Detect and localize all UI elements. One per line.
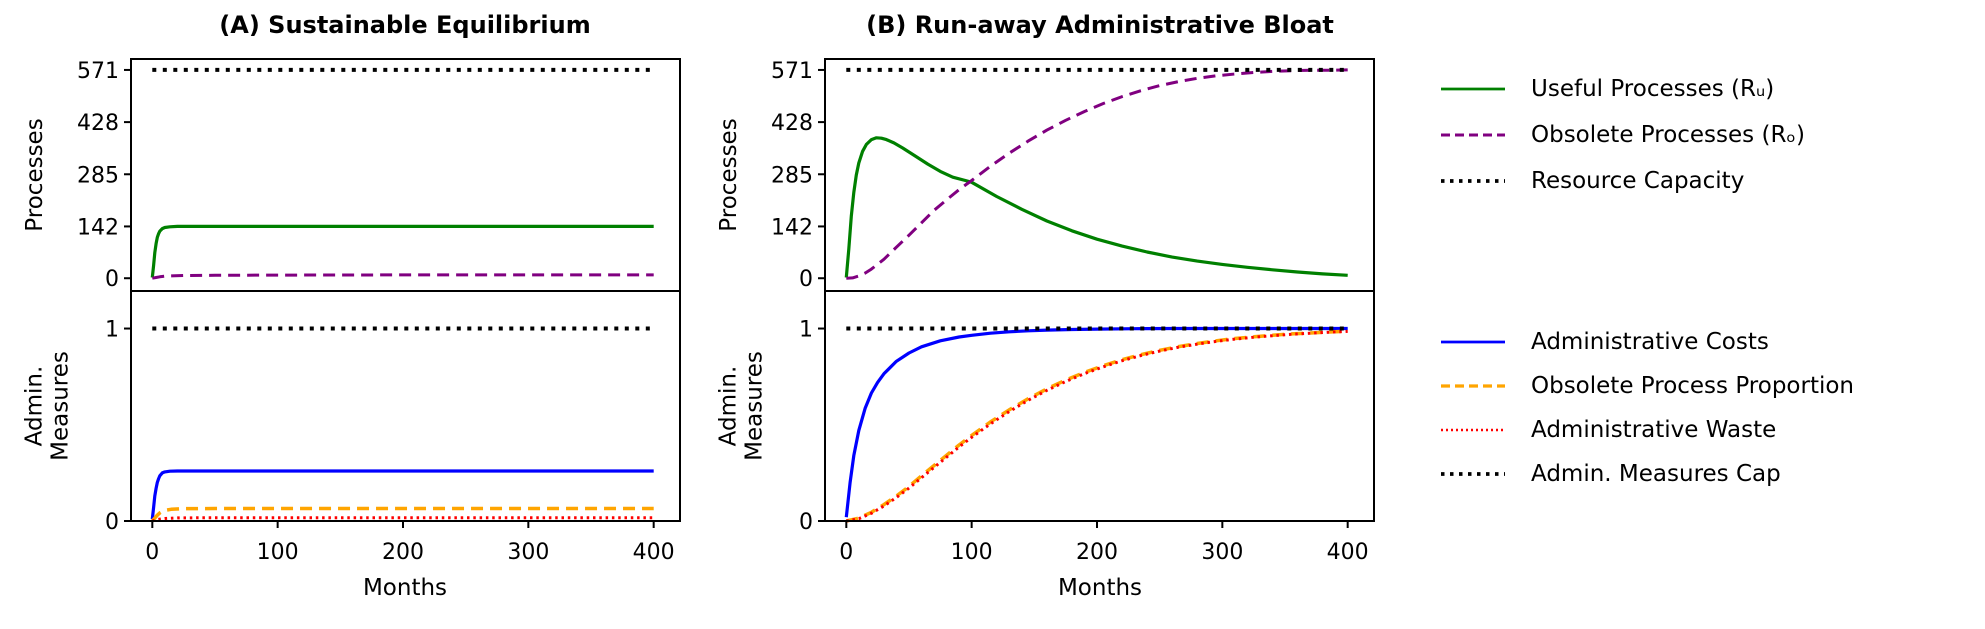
legend-label: Obsolete Processes (Rₒ) — [1531, 121, 1805, 148]
y-tick-label: 571 — [77, 59, 119, 84]
series-line-panel-a-top — [152, 273, 654, 280]
y-tick-label: 571 — [771, 59, 813, 84]
y-tick-label: 0 — [799, 510, 813, 535]
series-line-panel-a-bottom — [150, 469, 654, 520]
x-tick-label: 0 — [839, 540, 853, 565]
resource-capacity-line-swatch — [1441, 179, 1505, 183]
legend-label: Obsolete Process Proportion — [1531, 372, 1855, 399]
y-tick-label: 1 — [799, 318, 813, 343]
y-tick-label: 0 — [105, 510, 119, 535]
legend-label: Useful Processes (Rᵤ) — [1531, 75, 1775, 102]
legend-label: Resource Capacity — [1531, 167, 1745, 194]
legend-label: Administrative Costs — [1531, 328, 1769, 355]
legend-item-obsolete-proportion: Obsolete Process Proportion — [1440, 364, 1854, 408]
series-line-panel-a-bottom — [150, 506, 654, 523]
panel-b-title: (B) Run-away Administrative Bloat — [866, 11, 1334, 39]
axes-box-panel-a-top — [130, 58, 681, 292]
x-tick-label: 400 — [633, 540, 675, 565]
series-line-panel-b-bottom — [844, 326, 1348, 518]
x-tick-label: 100 — [951, 540, 993, 565]
ylabel-admin-line1-b: Admin. — [715, 365, 742, 447]
x-tick-label: 0 — [145, 540, 159, 565]
legend-item-obsolete-processes: Obsolete Processes (Rₒ) — [1440, 112, 1805, 158]
ylabel-processes-b: Processes — [716, 118, 743, 232]
obsolete-proportion-line-swatch — [1441, 384, 1505, 388]
y-tick-label: 142 — [77, 215, 119, 240]
x-tick-label: 300 — [1201, 540, 1243, 565]
panel-b-xlabel: Months — [1057, 575, 1143, 601]
x-tick-label: 200 — [1076, 540, 1118, 565]
x-tick-label: 200 — [382, 540, 424, 565]
ylabel-processes-a: Processes — [22, 118, 49, 232]
series-line-panel-b-bottom — [846, 329, 1348, 523]
series-line-panel-b-top — [844, 136, 1348, 278]
series-line-panel-b-top — [846, 68, 1348, 280]
legend-item-admin-waste: Administrative Waste — [1440, 408, 1854, 452]
ylabel-admin-line2-b: Measures — [741, 351, 767, 461]
legend-admin-measures: Administrative Costs Obsolete Process Pr… — [1440, 320, 1854, 496]
legend-processes: Useful Processes (Rᵤ) Obsolete Processes… — [1440, 66, 1805, 204]
y-tick-label: 0 — [105, 267, 119, 292]
axes-box-panel-a-bottom — [130, 290, 681, 522]
x-tick-label: 400 — [1327, 540, 1369, 565]
useful-processes-line-swatch — [1441, 87, 1505, 91]
y-tick-label: 142 — [771, 215, 813, 240]
x-tick-label: 300 — [507, 540, 549, 565]
legend-label: Administrative Waste — [1531, 416, 1777, 443]
admin-costs-line-swatch — [1441, 340, 1505, 344]
x-tick-label: 100 — [257, 540, 299, 565]
legend-item-admin-costs: Administrative Costs — [1440, 320, 1854, 364]
legend-label: Admin. Measures Cap — [1531, 460, 1781, 487]
y-tick-label: 285 — [771, 163, 813, 188]
axes-box-panel-b-top — [824, 58, 1375, 292]
y-tick-label: 285 — [77, 163, 119, 188]
ylabel-admin-line2-a: Measures — [47, 351, 73, 461]
admin-cap-line-swatch — [1441, 472, 1505, 476]
admin-waste-line-swatch — [1441, 428, 1505, 432]
series-line-panel-a-top — [150, 224, 654, 278]
obsolete-processes-line-swatch — [1441, 133, 1505, 137]
series-line-panel-b-bottom — [845, 329, 1348, 523]
panel-a-xlabel: Months — [362, 575, 448, 601]
axes-box-panel-b-bottom — [824, 290, 1375, 522]
y-tick-label: 428 — [77, 111, 119, 136]
series-line-panel-a-bottom — [151, 516, 654, 523]
y-tick-label: 1 — [105, 318, 119, 343]
panel-a-title: (A) Sustainable Equilibrium — [219, 11, 591, 39]
ylabel-admin-line1-a: Admin. — [21, 365, 48, 447]
legend-item-admin-cap: Admin. Measures Cap — [1440, 452, 1854, 496]
legend-item-useful-processes: Useful Processes (Rᵤ) — [1440, 66, 1805, 112]
legend-item-resource-capacity: Resource Capacity — [1440, 158, 1805, 204]
y-tick-label: 0 — [799, 267, 813, 292]
y-tick-label: 428 — [771, 111, 813, 136]
